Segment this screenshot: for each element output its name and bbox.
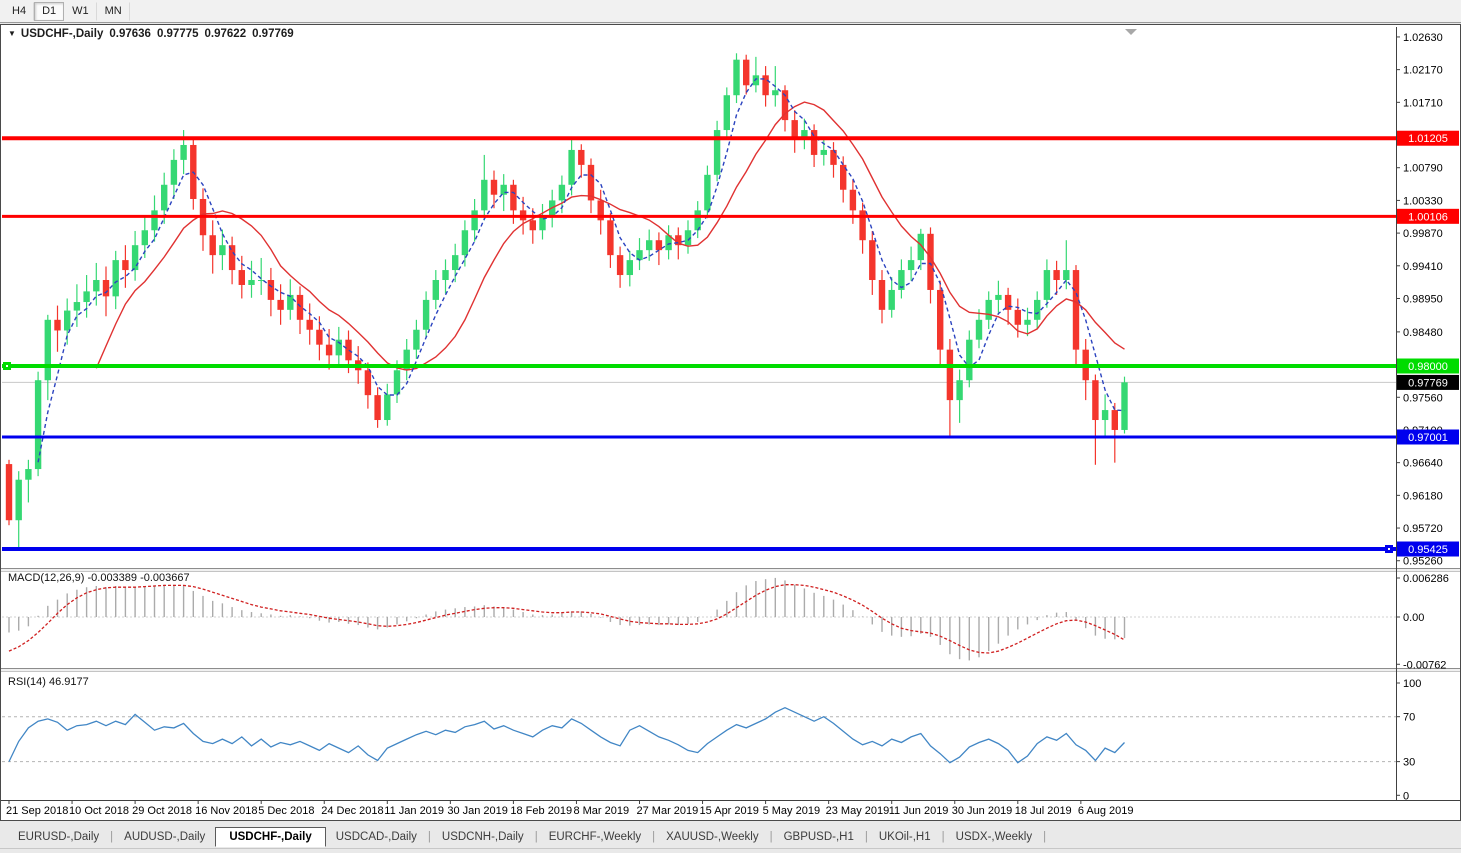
svg-text:1.02170: 1.02170 — [1403, 65, 1443, 77]
svg-text:16 Nov 2018: 16 Nov 2018 — [195, 805, 257, 817]
svg-text:1.00330: 1.00330 — [1403, 195, 1443, 207]
svg-text:5 Dec 2018: 5 Dec 2018 — [258, 805, 314, 817]
ohlc-high: 0.97775 — [156, 28, 199, 40]
tab-audusd-daily[interactable]: AUDUSD-,Daily — [124, 830, 206, 843]
tab-separator: | — [652, 830, 656, 843]
svg-text:1.00790: 1.00790 — [1403, 163, 1443, 175]
svg-text:0.98000: 0.98000 — [1408, 361, 1448, 373]
svg-text:18 Feb 2019: 18 Feb 2019 — [510, 805, 572, 817]
svg-text:100: 100 — [1403, 678, 1421, 690]
tab-bar-understrip — [0, 848, 1461, 853]
svg-text:1.00106: 1.00106 — [1408, 211, 1448, 223]
svg-text:27 Mar 2019: 27 Mar 2019 — [637, 805, 699, 817]
svg-text:15 Apr 2019: 15 Apr 2019 — [700, 805, 759, 817]
svg-text:6 Aug 2019: 6 Aug 2019 — [1078, 805, 1134, 817]
level-handle-dot — [6, 365, 8, 367]
tab-xauusd-weekly[interactable]: XAUUSD-,Weekly — [666, 830, 759, 843]
tab-usdchf-daily[interactable]: USDCHF-,Daily — [215, 826, 326, 847]
svg-text:24 Dec 2018: 24 Dec 2018 — [321, 805, 383, 817]
svg-text:0.00: 0.00 — [1403, 612, 1424, 624]
tab-gbpusd-h1[interactable]: GBPUSD-,H1 — [783, 830, 854, 843]
price-axis-ticks: 1.02630 1.02170 1.01710 1.00790 1.00330 0.998… — [1396, 32, 1449, 802]
tab-separator: | — [864, 830, 868, 843]
svg-text:1.01710: 1.01710 — [1403, 97, 1443, 109]
svg-text:11 Jan 2019: 11 Jan 2019 — [384, 805, 444, 817]
chart-menu-arrow-icon[interactable]: ▼ — [8, 29, 16, 38]
svg-text:70: 70 — [1403, 712, 1415, 724]
timeframe-button-h4[interactable]: H4 — [4, 1, 35, 21]
tab-usdx-weekly[interactable]: USDX-,Weekly — [955, 830, 1033, 843]
chart-symbol-label: USDCHF-,Daily — [20, 28, 104, 40]
tab-separator: | — [769, 830, 773, 843]
svg-text:10 Oct 2018: 10 Oct 2018 — [69, 805, 129, 817]
price-badges: 1.01205 1.00106 0.98000 0.97001 0.95425 0.977… — [1397, 130, 1459, 557]
ohlc-open: 0.97636 — [109, 28, 151, 40]
time-axis-labels: 21 Sep 2018 10 Oct 2018 29 Oct 2018 16 Nov … — [6, 800, 1134, 817]
tab-usdcnh-daily[interactable]: USDCNH-,Daily — [441, 830, 524, 843]
svg-text:1.01205: 1.01205 — [1408, 133, 1448, 145]
svg-text:0.99870: 0.99870 — [1403, 228, 1443, 240]
chart-title-bar: ▼ USDCHF-,Daily 0.97636 0.97775 0.97622 0.977… — [8, 28, 300, 40]
timeframe-toolbar: H4 D1 W1 MN — [0, 0, 1461, 23]
ohlc-close: 0.97769 — [252, 28, 294, 40]
candles-layer — [5, 53, 1128, 551]
timeframe-button-w1[interactable]: W1 — [64, 1, 97, 21]
tab-separator: | — [110, 830, 114, 843]
chart-shift-marker-icon[interactable] — [1125, 29, 1137, 35]
svg-text:0: 0 — [1403, 790, 1409, 802]
svg-text:1.02630: 1.02630 — [1403, 32, 1443, 44]
svg-text:0.97769: 0.97769 — [1408, 377, 1448, 389]
tab-usdcad-daily[interactable]: USDCAD-,Daily — [335, 830, 417, 843]
tab-eurchf-weekly[interactable]: EURCHF-,Weekly — [548, 830, 642, 843]
macd-indicator-label: MACD(12,26,9) -0.003389 -0.003667 — [8, 572, 190, 584]
svg-text:0.98480: 0.98480 — [1403, 327, 1443, 339]
tab-ukoil-h1[interactable]: UKOil-,H1 — [878, 830, 931, 843]
tab-separator: | — [534, 830, 538, 843]
macd-signal-value: -0.003667 — [140, 572, 190, 584]
ma-slow-line — [95, 101, 1125, 371]
tab-separator: | — [427, 830, 431, 843]
timeframe-button-d1[interactable]: D1 — [34, 1, 65, 21]
rsi-value: 46.9177 — [48, 676, 89, 688]
tab-eurusd-daily[interactable]: EURUSD-,Daily — [18, 830, 100, 843]
svg-text:29 Oct 2018: 29 Oct 2018 — [132, 805, 192, 817]
svg-text:30: 30 — [1403, 757, 1415, 769]
rsi-line — [8, 706, 1125, 764]
svg-text:0.96180: 0.96180 — [1403, 490, 1443, 502]
ohlc-low: 0.97622 — [204, 28, 247, 40]
tab-separator: | — [1043, 830, 1047, 843]
ma-fast-line — [37, 78, 1125, 463]
svg-text:8 Mar 2019: 8 Mar 2019 — [573, 805, 629, 817]
macd-signal-line — [8, 584, 1125, 654]
svg-text:-0.00762: -0.00762 — [1403, 659, 1446, 671]
svg-text:0.97001: 0.97001 — [1408, 432, 1448, 444]
svg-text:0.95425: 0.95425 — [1408, 544, 1448, 556]
level-handle-dot — [1388, 548, 1390, 551]
svg-text:18 Jul 2019: 18 Jul 2019 — [1015, 805, 1072, 817]
svg-text:30 Jun 2019: 30 Jun 2019 — [952, 805, 1013, 817]
svg-text:0.99410: 0.99410 — [1403, 261, 1443, 273]
price-chart-canvas[interactable]: 1.02630 1.02170 1.01710 1.00790 1.00330 0.998… — [1, 25, 1460, 820]
macd-histogram — [8, 577, 1126, 661]
svg-text:21 Sep 2018: 21 Sep 2018 — [6, 805, 68, 817]
svg-text:5 May 2019: 5 May 2019 — [763, 805, 820, 817]
svg-text:0.96640: 0.96640 — [1403, 458, 1443, 470]
svg-text:0.006286: 0.006286 — [1403, 573, 1449, 585]
symbol-tab-bar: EURUSD-,Daily | AUDUSD-,Daily USDCHF-,Daily… — [0, 825, 1461, 848]
macd-value: -0.003389 — [87, 572, 138, 584]
chart-window: 1.02630 1.02170 1.01710 1.00790 1.00330 0.998… — [0, 24, 1461, 821]
svg-text:11 Jun 2019: 11 Jun 2019 — [889, 805, 949, 817]
svg-text:30 Jan 2019: 30 Jan 2019 — [447, 805, 508, 817]
svg-text:0.95720: 0.95720 — [1403, 523, 1443, 535]
timeframe-button-mn[interactable]: MN — [97, 1, 130, 21]
svg-text:0.95260: 0.95260 — [1403, 556, 1443, 568]
svg-text:0.97560: 0.97560 — [1403, 392, 1443, 404]
rsi-indicator-label: RSI(14) 46.9177 — [8, 676, 89, 688]
svg-text:0.98950: 0.98950 — [1403, 293, 1443, 305]
tab-separator: | — [941, 830, 945, 843]
svg-text:23 May 2019: 23 May 2019 — [826, 805, 890, 817]
